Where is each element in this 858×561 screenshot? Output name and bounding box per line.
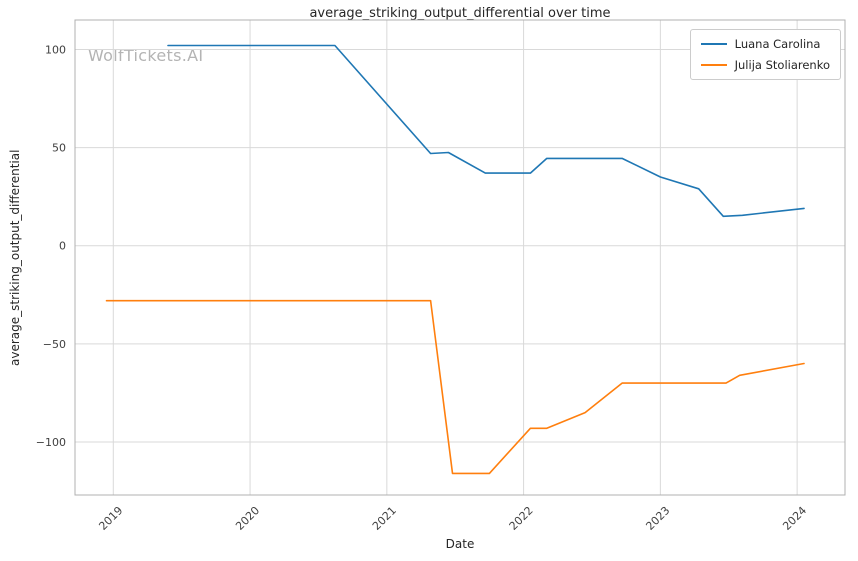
legend-entry: Luana Carolina (700, 37, 830, 51)
x-tick-label: 2023 (643, 504, 672, 533)
x-tick-label: 2020 (233, 504, 262, 533)
chart-title: average_striking_output_differential ove… (309, 6, 611, 21)
legend-entry: Julija Stoliarenko (700, 58, 830, 72)
plot-border (74, 19, 846, 496)
legend: Luana Carolina Julija Stoliarenko (689, 29, 841, 80)
y-tick-label: 100 (45, 43, 66, 56)
x-tick-label: 2019 (96, 504, 125, 533)
legend-label: Julija Stoliarenko (734, 58, 830, 72)
watermark: WolfTickets.AI (88, 46, 204, 65)
x-tick-label: 2021 (370, 504, 399, 533)
y-tick-label: 0 (59, 240, 66, 253)
y-tick-label: −50 (43, 338, 66, 351)
legend-label: Luana Carolina (734, 37, 821, 51)
series-line-luana-carolina (167, 44, 805, 218)
legend-line-sample (700, 43, 727, 45)
x-tick-label: 2022 (507, 504, 536, 533)
y-tick-label: 50 (52, 142, 66, 155)
series-line-julija-stoliarenko (105, 299, 805, 475)
x-axis-label: Date (445, 537, 475, 551)
legend-line-sample (700, 64, 727, 66)
y-tick-label: −100 (36, 436, 66, 449)
x-tick-label: 2024 (780, 504, 809, 533)
y-axis-label: average_striking_output_differential (8, 149, 22, 366)
